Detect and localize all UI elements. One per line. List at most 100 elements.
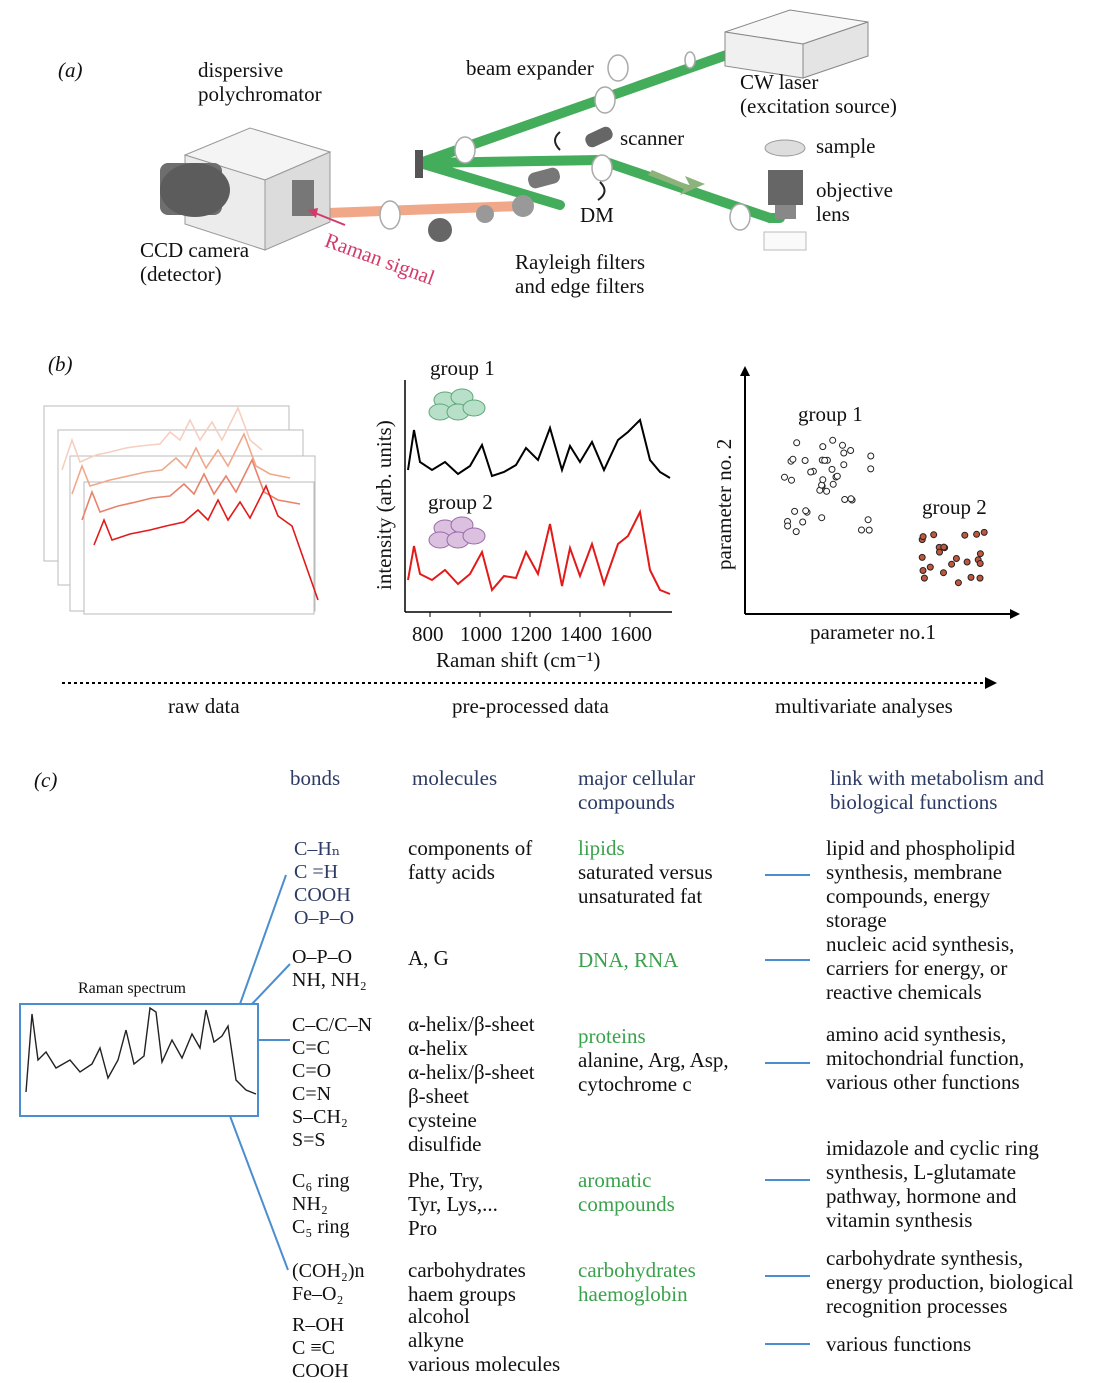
connector-lines <box>229 874 291 1271</box>
stage-multivariate: multivariate analyses <box>775 694 953 718</box>
scatter-point <box>788 476 795 484</box>
scatter-point <box>819 443 827 451</box>
sample-label: sample <box>816 134 876 158</box>
tick-1400: 1400 <box>560 622 602 646</box>
scatter-group2-points <box>918 528 988 587</box>
spectra-ticks <box>429 612 631 617</box>
panel-a-label: (a) <box>58 58 83 82</box>
scanner-label: scanner <box>620 126 685 150</box>
scatter-point <box>919 567 927 574</box>
polychromator-label: dispersive polychromator <box>198 58 322 106</box>
beam-segment <box>419 155 601 168</box>
scatter-point <box>936 548 943 556</box>
header-bonds: bonds <box>290 766 341 790</box>
spectrum-group2 <box>407 508 671 595</box>
scatter-point <box>867 452 875 460</box>
scatter-point <box>976 574 984 582</box>
scatter-point <box>823 487 831 495</box>
spectrum-group1 <box>407 418 671 479</box>
laser-label: CW laser (excitation source) <box>740 70 897 118</box>
scatter-point <box>802 507 810 515</box>
row1-bonds: C–Hₙ C =H COOH O–P–O <box>294 838 355 929</box>
row4-molecules: Phe, Try, Tyr, Lys,... Pro <box>408 1168 498 1240</box>
row2-compound-title: DNA, RNA <box>578 948 679 972</box>
row3-link: amino acid synthesis, mitochondrial func… <box>826 1022 1025 1094</box>
scanner-mirrors <box>528 126 613 201</box>
tick-1600: 1600 <box>610 622 652 646</box>
tick-800: 800 <box>412 622 444 646</box>
scatter-point <box>963 558 971 566</box>
row5-compound-title: carbohydrates haemoglobin <box>578 1258 696 1306</box>
row5-link: carbohydrate synthesis, energy productio… <box>826 1246 1074 1318</box>
scatter-point <box>948 560 956 568</box>
scatter-point <box>807 468 815 476</box>
row4-link: imidazole and cyclic ring synthesis, L-g… <box>826 1136 1039 1232</box>
tick-1200: 1200 <box>510 622 552 646</box>
row2-link: nucleic acid synthesis, carriers for ene… <box>826 932 1015 1004</box>
group1-label: group 1 <box>430 356 495 380</box>
raman-arrow <box>314 212 346 226</box>
scatter-point <box>867 465 875 473</box>
scatter-point <box>926 563 934 571</box>
group2-cells-icon <box>428 516 486 549</box>
scatter-point <box>920 574 928 582</box>
scatter-point <box>829 480 837 488</box>
stage-raw-data: raw data <box>168 694 240 718</box>
scatter-point <box>828 465 836 473</box>
scatter-x-arrowhead <box>1010 609 1020 619</box>
group1-cells-icon <box>428 388 486 421</box>
scatter-point <box>847 495 855 503</box>
row3-compound-title: proteins <box>578 1024 646 1048</box>
scatter-point <box>865 526 873 534</box>
row6-link: various functions <box>826 1332 972 1356</box>
row6-bonds: R–OH C ≡C COOH <box>292 1314 349 1382</box>
scatter-point <box>952 555 960 562</box>
panel-c-label: (c) <box>34 768 58 792</box>
scatter-point <box>967 573 975 581</box>
row6-molecules: alcohol alkyne various molecules <box>408 1304 561 1376</box>
tick-1000: 1000 <box>460 622 502 646</box>
link-dashes <box>765 874 810 1345</box>
header-molecules: molecules <box>412 766 498 790</box>
scatter-point <box>976 550 984 558</box>
spectrum-box <box>19 1003 259 1117</box>
panel-b-label: (b) <box>48 352 73 376</box>
setup-diagram <box>160 9 869 251</box>
row1-compound-title: lipids <box>578 836 625 860</box>
mirror <box>415 150 423 178</box>
mirror-round <box>428 218 452 242</box>
analysis-diagram <box>43 366 1020 689</box>
scatter-point <box>930 531 938 539</box>
scatter-point <box>833 472 841 480</box>
scatter-point <box>840 449 848 457</box>
scatter-y-arrowhead <box>740 366 750 376</box>
scatter-group2-label: group 2 <box>922 495 987 519</box>
scatter-point <box>961 531 969 539</box>
scatter-point <box>847 447 855 454</box>
beam-direction-arrow <box>648 170 705 195</box>
ccd-camera-icon <box>160 163 230 217</box>
raw-spectra <box>61 406 319 601</box>
spectra-x-label: Raman shift (cm⁻¹) <box>436 648 601 672</box>
scatter-point <box>799 518 807 526</box>
scatter-point <box>919 533 927 541</box>
scatter-point <box>976 560 984 567</box>
row1-link: lipid and phospholipid synthesis, membra… <box>826 836 1015 932</box>
lens-elements <box>379 51 751 231</box>
scatter-point <box>973 530 981 538</box>
header-link: link with metabolism and biological func… <box>830 766 1045 814</box>
raman-arrowhead <box>308 208 318 218</box>
objective-label: objective lens <box>816 178 893 226</box>
scatter-point <box>954 579 962 587</box>
row2-molecules: A, G <box>408 946 449 970</box>
workflow-arrowhead <box>985 677 997 689</box>
scatter-point <box>791 507 799 515</box>
row3-molecules: α-helix/β-sheet α-helix α-helix/β-sheet … <box>408 1012 535 1156</box>
row4-compound-title: aromatic compounds <box>578 1168 675 1216</box>
scatter-group1-label: group 1 <box>798 402 863 426</box>
scatter-point <box>940 569 947 577</box>
scatter-point <box>940 543 948 551</box>
beam-expander-label: beam expander <box>466 56 594 80</box>
row3-bonds: C–C/C–N C=C C=O C=N S–CH₂ S=S <box>292 1014 373 1151</box>
